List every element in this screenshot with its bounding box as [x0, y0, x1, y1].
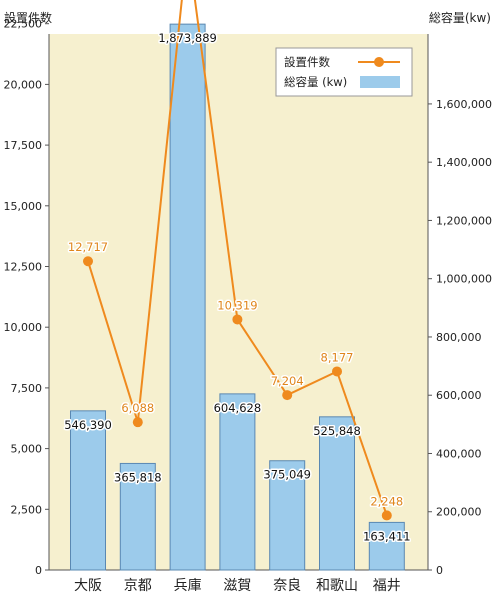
category-label: 滋賀 — [223, 578, 251, 594]
legend-bar-swatch — [360, 76, 400, 88]
line-value-label: 6,088 — [121, 401, 154, 415]
left-tick-label: 15,000 — [4, 200, 43, 213]
category-label: 大阪 — [74, 578, 102, 594]
line-value-label: 12,717 — [68, 240, 108, 254]
left-tick-label: 20,000 — [4, 78, 43, 91]
right-tick-label: 1,400,000 — [436, 156, 492, 169]
bar-1 — [70, 410, 106, 571]
line-value-label: 8,177 — [321, 350, 354, 364]
category-label: 兵庫 — [174, 577, 202, 594]
bar-value-label: 604,628 — [214, 401, 262, 415]
right-tick-label: 0 — [436, 564, 443, 577]
bar-7 — [368, 521, 405, 571]
bar-4 — [219, 393, 256, 571]
left-tick-label: 5,000 — [11, 443, 43, 456]
category-label: 京都 — [124, 578, 152, 594]
legend-label-capacity: 総容量 (kw) — [284, 75, 347, 89]
bar-2 — [119, 462, 156, 571]
left-tick-label: 10,000 — [4, 321, 43, 334]
right-tick-label: 1,200,000 — [436, 214, 492, 227]
category-label: 和歌山 — [316, 578, 358, 594]
line-point-4 — [232, 314, 243, 325]
line-point-7 — [381, 510, 392, 521]
left-tick-label: 12,500 — [4, 261, 43, 274]
line-value-label: 2,248 — [370, 494, 403, 508]
bar-value-label: 525,848 — [313, 424, 361, 438]
bar-5 — [269, 460, 306, 571]
right-axis-title: 総容量(kw) — [428, 11, 491, 25]
bar-value-label: 375,049 — [263, 468, 311, 482]
category-label: 福井 — [373, 578, 401, 594]
category-label: 奈良 — [273, 578, 301, 594]
bar-6 — [319, 416, 355, 571]
line-point-1 — [83, 256, 93, 267]
left-tick-label: 0 — [35, 564, 42, 577]
right-tick-label: 1,000,000 — [436, 273, 492, 286]
line-point-5 — [282, 390, 293, 401]
left-tick-label: 7,500 — [11, 382, 43, 395]
left-tick-label: 2,500 — [11, 503, 43, 516]
bar-value-label: 1,873,889 — [158, 31, 217, 45]
bar-value-label: 546,390 — [64, 418, 112, 432]
right-tick-label: 800,000 — [436, 331, 482, 344]
line-value-label: 10,319 — [217, 298, 257, 312]
legend-label-count: 設置件数 — [284, 55, 330, 69]
left-tick-label: 22,500 — [4, 18, 43, 31]
right-tick-label: 400,000 — [436, 447, 482, 460]
line-point-6 — [332, 366, 342, 377]
legend-line-marker — [374, 57, 384, 67]
right-tick-label: 1,600,000 — [436, 98, 492, 111]
left-tick-label: 17,500 — [4, 139, 43, 152]
right-tick-label: 600,000 — [436, 389, 482, 402]
bar-value-label: 163,411 — [363, 529, 411, 543]
line-point-2 — [132, 417, 143, 428]
right-tick-label: 200,000 — [436, 506, 482, 519]
bar-3 — [169, 23, 206, 571]
bar-value-label: 365,818 — [114, 470, 162, 484]
left-axis-title: 設置件数 — [4, 11, 53, 25]
line-value-label: 7,204 — [271, 374, 304, 388]
